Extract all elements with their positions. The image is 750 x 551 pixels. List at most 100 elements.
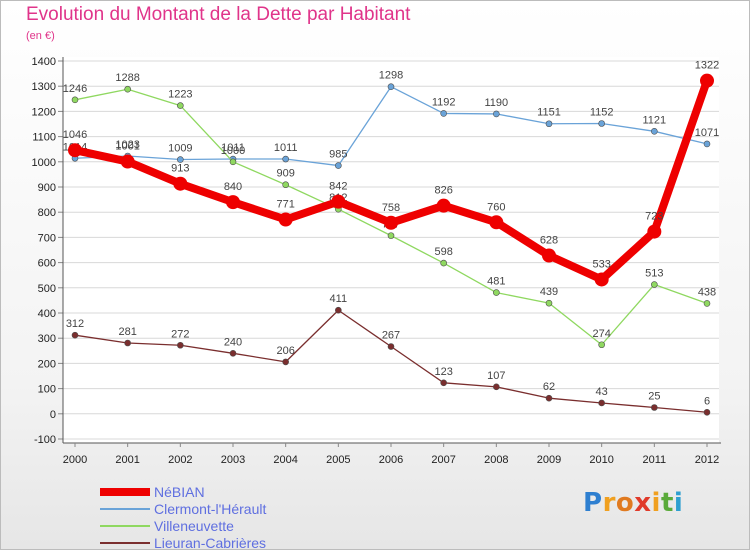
x-tick-label: 2010 bbox=[589, 454, 613, 466]
x-tick-label: 2007 bbox=[431, 454, 455, 466]
data-point-lieuran-cabri-res bbox=[229, 350, 237, 357]
data-point-n-bian bbox=[700, 73, 714, 88]
data-point-n-bian bbox=[384, 215, 398, 230]
data-label-villeneuvette: 598 bbox=[434, 246, 452, 258]
data-point-lieuran-cabri-res bbox=[177, 341, 184, 349]
data-point-clermont-l-h-rault bbox=[651, 128, 658, 135]
y-tick-label: 900 bbox=[38, 182, 56, 194]
data-label-lieuran-cabri-res: 267 bbox=[382, 330, 400, 342]
data-label-lieuran-cabri-res: 62 bbox=[543, 381, 555, 393]
brand-letter: i bbox=[673, 488, 684, 518]
data-point-villeneuvette bbox=[124, 85, 131, 93]
legend-label: Villeneuvette bbox=[154, 517, 234, 534]
data-label-villeneuvette: 439 bbox=[540, 286, 558, 298]
y-tick-label: 1200 bbox=[32, 106, 56, 118]
data-label-clermont-l-h-rault: 1190 bbox=[485, 97, 509, 109]
y-tick-label: 500 bbox=[38, 283, 56, 295]
y-tick-label: 1000 bbox=[32, 157, 56, 169]
x-tick-label: 2000 bbox=[63, 454, 87, 466]
data-point-lieuran-cabri-res bbox=[703, 408, 711, 416]
brand-letter: r bbox=[602, 488, 616, 518]
data-label-villeneuvette: 909 bbox=[276, 168, 294, 180]
data-point-n-bian bbox=[278, 212, 293, 227]
data-label-lieuran-cabri-res: 281 bbox=[118, 326, 136, 338]
data-label-villeneuvette: 1288 bbox=[115, 72, 139, 84]
legend-label: Lieuran-Cabrières bbox=[154, 534, 267, 551]
y-tick-label: 1400 bbox=[32, 56, 56, 68]
y-tick-label: 300 bbox=[38, 333, 56, 345]
data-label-n-bian: 913 bbox=[171, 163, 189, 175]
data-point-n-bian bbox=[68, 143, 82, 158]
data-label-villeneuvette: 513 bbox=[645, 268, 663, 280]
data-point-clermont-l-h-rault bbox=[335, 162, 342, 169]
data-label-clermont-l-h-rault: 1009 bbox=[168, 143, 192, 155]
data-point-n-bian bbox=[594, 272, 609, 287]
x-tick-label: 2002 bbox=[168, 454, 192, 466]
data-label-clermont-l-h-rault: 1121 bbox=[643, 114, 667, 126]
data-label-n-bian: 533 bbox=[592, 258, 610, 270]
y-tick-label: 100 bbox=[38, 384, 56, 396]
data-label-lieuran-cabri-res: 312 bbox=[66, 318, 84, 330]
data-point-n-bian bbox=[489, 215, 504, 230]
data-label-lieuran-cabri-res: 411 bbox=[330, 293, 348, 305]
legend-label: NéBIAN bbox=[154, 483, 205, 500]
data-point-clermont-l-h-rault bbox=[440, 110, 447, 117]
legend-swatch bbox=[100, 541, 150, 544]
data-label-clermont-l-h-rault: 1151 bbox=[537, 107, 561, 119]
data-point-clermont-l-h-rault bbox=[493, 110, 500, 118]
x-tick-label: 2006 bbox=[379, 454, 403, 466]
data-point-lieuran-cabri-res bbox=[124, 339, 131, 347]
legend-swatch bbox=[100, 487, 150, 496]
data-label-lieuran-cabri-res: 43 bbox=[596, 386, 608, 398]
y-tick-label: 1300 bbox=[32, 81, 56, 93]
data-label-lieuran-cabri-res: 25 bbox=[648, 391, 660, 403]
y-tick-label: 0 bbox=[50, 409, 56, 421]
data-point-lieuran-cabri-res bbox=[440, 379, 447, 387]
data-point-villeneuvette bbox=[493, 289, 500, 296]
data-label-villeneuvette: 481 bbox=[487, 276, 505, 288]
data-label-clermont-l-h-rault: 1011 bbox=[274, 142, 298, 154]
line-chart: -100 0 100 200 300 400 500 600 700 800 900 1000 1100… bbox=[32, 56, 721, 466]
data-point-villeneuvette bbox=[598, 341, 605, 349]
data-point-clermont-l-h-rault bbox=[545, 120, 553, 128]
legend-swatch bbox=[100, 524, 150, 527]
x-tick-label: 2009 bbox=[537, 454, 561, 466]
x-tick-label: 2001 bbox=[115, 454, 139, 466]
data-point-n-bian bbox=[542, 248, 556, 263]
data-point-lieuran-cabri-res bbox=[71, 331, 79, 339]
y-tick-label: 800 bbox=[38, 207, 56, 219]
y-tick-label: 200 bbox=[38, 358, 56, 370]
data-label-villeneuvette: 1000 bbox=[221, 145, 245, 157]
data-label-lieuran-cabri-res: 6 bbox=[704, 395, 710, 407]
data-point-villeneuvette bbox=[177, 102, 184, 109]
y-tick-label: -100 bbox=[34, 434, 56, 446]
data-label-villeneuvette: 1246 bbox=[63, 83, 87, 95]
data-label-clermont-l-h-rault: 1298 bbox=[379, 70, 403, 82]
y-tick-label: 400 bbox=[38, 308, 56, 320]
x-tick-label: 2011 bbox=[643, 454, 667, 466]
data-label-n-bian: 826 bbox=[434, 185, 452, 197]
data-label-n-bian: 771 bbox=[276, 199, 294, 211]
data-label-n-bian: 760 bbox=[487, 201, 505, 213]
data-label-lieuran-cabri-res: 107 bbox=[487, 370, 505, 382]
y-tick-label: 600 bbox=[38, 258, 56, 270]
data-label-lieuran-cabri-res: 240 bbox=[224, 336, 242, 348]
data-label-clermont-l-h-rault: 985 bbox=[329, 149, 347, 161]
data-point-n-bian bbox=[173, 176, 188, 191]
y-tick-label: 700 bbox=[38, 232, 56, 244]
data-label-villeneuvette: 1223 bbox=[168, 89, 192, 101]
data-point-lieuran-cabri-res bbox=[598, 399, 605, 407]
data-point-clermont-l-h-rault bbox=[177, 156, 184, 163]
data-label-n-bian: 758 bbox=[382, 202, 400, 214]
data-point-villeneuvette bbox=[71, 96, 79, 104]
data-point-lieuran-cabri-res bbox=[545, 394, 553, 402]
data-point-lieuran-cabri-res bbox=[493, 383, 500, 391]
data-point-villeneuvette bbox=[703, 300, 711, 307]
legend-swatch bbox=[100, 507, 150, 510]
data-point-n-bian bbox=[436, 198, 451, 213]
data-point-villeneuvette bbox=[387, 232, 395, 239]
data-label-n-bian: 840 bbox=[224, 181, 242, 193]
data-point-lieuran-cabri-res bbox=[282, 358, 289, 366]
brand-letter: P bbox=[583, 488, 603, 518]
legend-item: Clermont-l'Hérault bbox=[100, 500, 266, 517]
